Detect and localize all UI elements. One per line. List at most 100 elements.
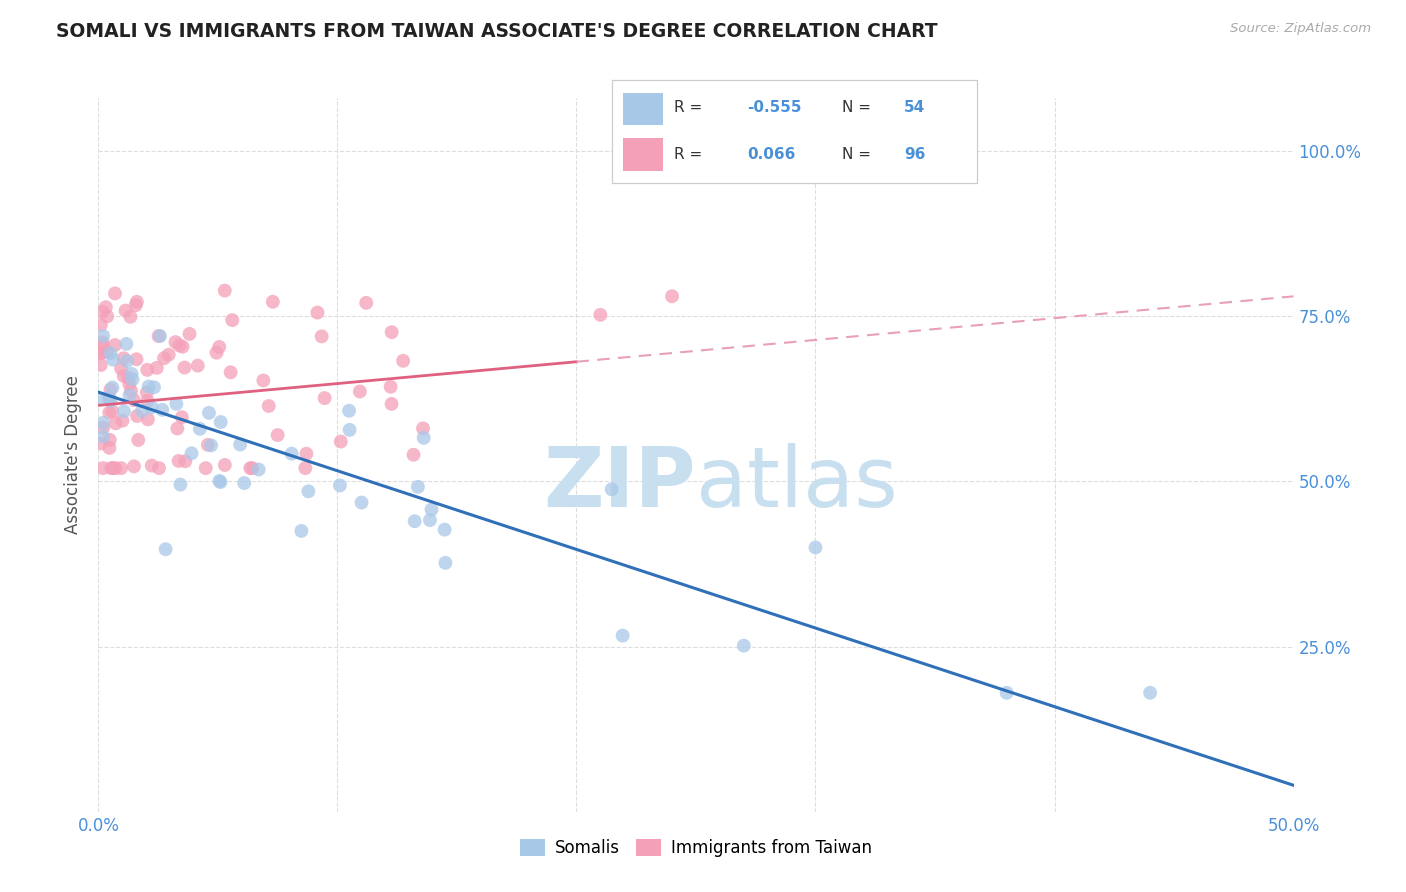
Point (239, 461, 262, 475)
Text: Source: ZipAtlas.com: Source: ZipAtlas.com (1230, 22, 1371, 36)
Point (589, 308, 612, 322)
Point (138, 379, 160, 393)
Point (180, 446, 202, 460)
Point (101, 461, 124, 475)
Point (96, 310, 118, 324)
Point (100, 383, 122, 397)
Point (165, 335, 187, 350)
Point (661, 289, 683, 303)
Point (1139, 686, 1161, 700)
Text: atlas: atlas (696, 443, 897, 524)
Point (120, 384, 142, 398)
Point (354, 295, 377, 310)
Point (209, 415, 232, 429)
Point (198, 406, 221, 420)
Point (155, 542, 177, 557)
Point (297, 484, 319, 499)
Point (90, 318, 112, 332)
Point (402, 448, 425, 462)
Point (115, 354, 138, 368)
Bar (623, 93, 662, 126)
Point (98, 392, 121, 406)
Point (188, 422, 211, 436)
Text: SOMALI VS IMMIGRANTS FROM TAIWAN ASSOCIATE'S DEGREE CORRELATION CHART: SOMALI VS IMMIGRANTS FROM TAIWAN ASSOCIA… (56, 22, 938, 41)
Point (157, 348, 180, 362)
Point (262, 294, 284, 309)
Point (307, 305, 329, 319)
Point (91, 429, 114, 443)
Point (194, 461, 217, 475)
Point (146, 360, 169, 375)
Point (91, 392, 114, 406)
Point (104, 286, 127, 301)
Point (404, 514, 426, 528)
Point (187, 359, 209, 373)
Point (104, 417, 127, 431)
Point (612, 629, 634, 643)
Point (112, 404, 135, 418)
Point (91, 416, 114, 430)
Point (135, 385, 157, 400)
Point (205, 345, 228, 359)
Point (392, 354, 415, 368)
Point (94, 300, 117, 314)
Point (125, 298, 148, 312)
Point (339, 423, 361, 437)
Point (174, 454, 197, 468)
Point (166, 421, 188, 435)
Point (329, 478, 352, 492)
Point (240, 461, 263, 475)
Point (110, 461, 132, 475)
Point (280, 447, 302, 461)
Point (252, 374, 274, 388)
Point (221, 313, 243, 327)
Point (98, 433, 121, 447)
Point (117, 371, 139, 385)
Point (125, 294, 148, 309)
Point (149, 329, 172, 343)
Point (381, 325, 404, 339)
Point (148, 329, 170, 343)
Point (150, 402, 173, 417)
Point (290, 524, 312, 538)
Point (349, 384, 371, 399)
Point (420, 502, 443, 516)
Point (200, 438, 222, 452)
Point (433, 523, 456, 537)
Point (179, 326, 201, 341)
Bar (623, 137, 662, 170)
Point (406, 480, 429, 494)
Point (165, 397, 187, 411)
Point (434, 556, 457, 570)
Point (209, 475, 232, 489)
Point (136, 363, 159, 377)
Point (90, 346, 112, 360)
Point (257, 399, 280, 413)
Legend: Somalis, Immigrants from Taiwan: Somalis, Immigrants from Taiwan (513, 832, 879, 864)
Point (412, 421, 434, 435)
Point (90, 436, 112, 450)
Point (350, 495, 373, 509)
Point (380, 380, 402, 394)
Point (91, 335, 114, 350)
Point (98, 441, 121, 455)
Point (131, 404, 153, 418)
Point (295, 447, 318, 461)
Point (172, 340, 194, 354)
Y-axis label: Associate's Degree: Associate's Degree (65, 376, 83, 534)
Point (169, 338, 191, 352)
Point (173, 360, 195, 375)
Point (101, 352, 124, 367)
Point (91, 420, 114, 434)
Point (96, 344, 118, 359)
Point (167, 454, 190, 468)
Point (101, 404, 124, 418)
Point (111, 414, 134, 428)
Text: R =: R = (673, 101, 707, 115)
Point (90, 345, 112, 359)
Point (214, 458, 236, 472)
Point (419, 513, 441, 527)
Text: 96: 96 (904, 146, 925, 161)
Point (294, 461, 316, 475)
Point (91, 461, 114, 475)
